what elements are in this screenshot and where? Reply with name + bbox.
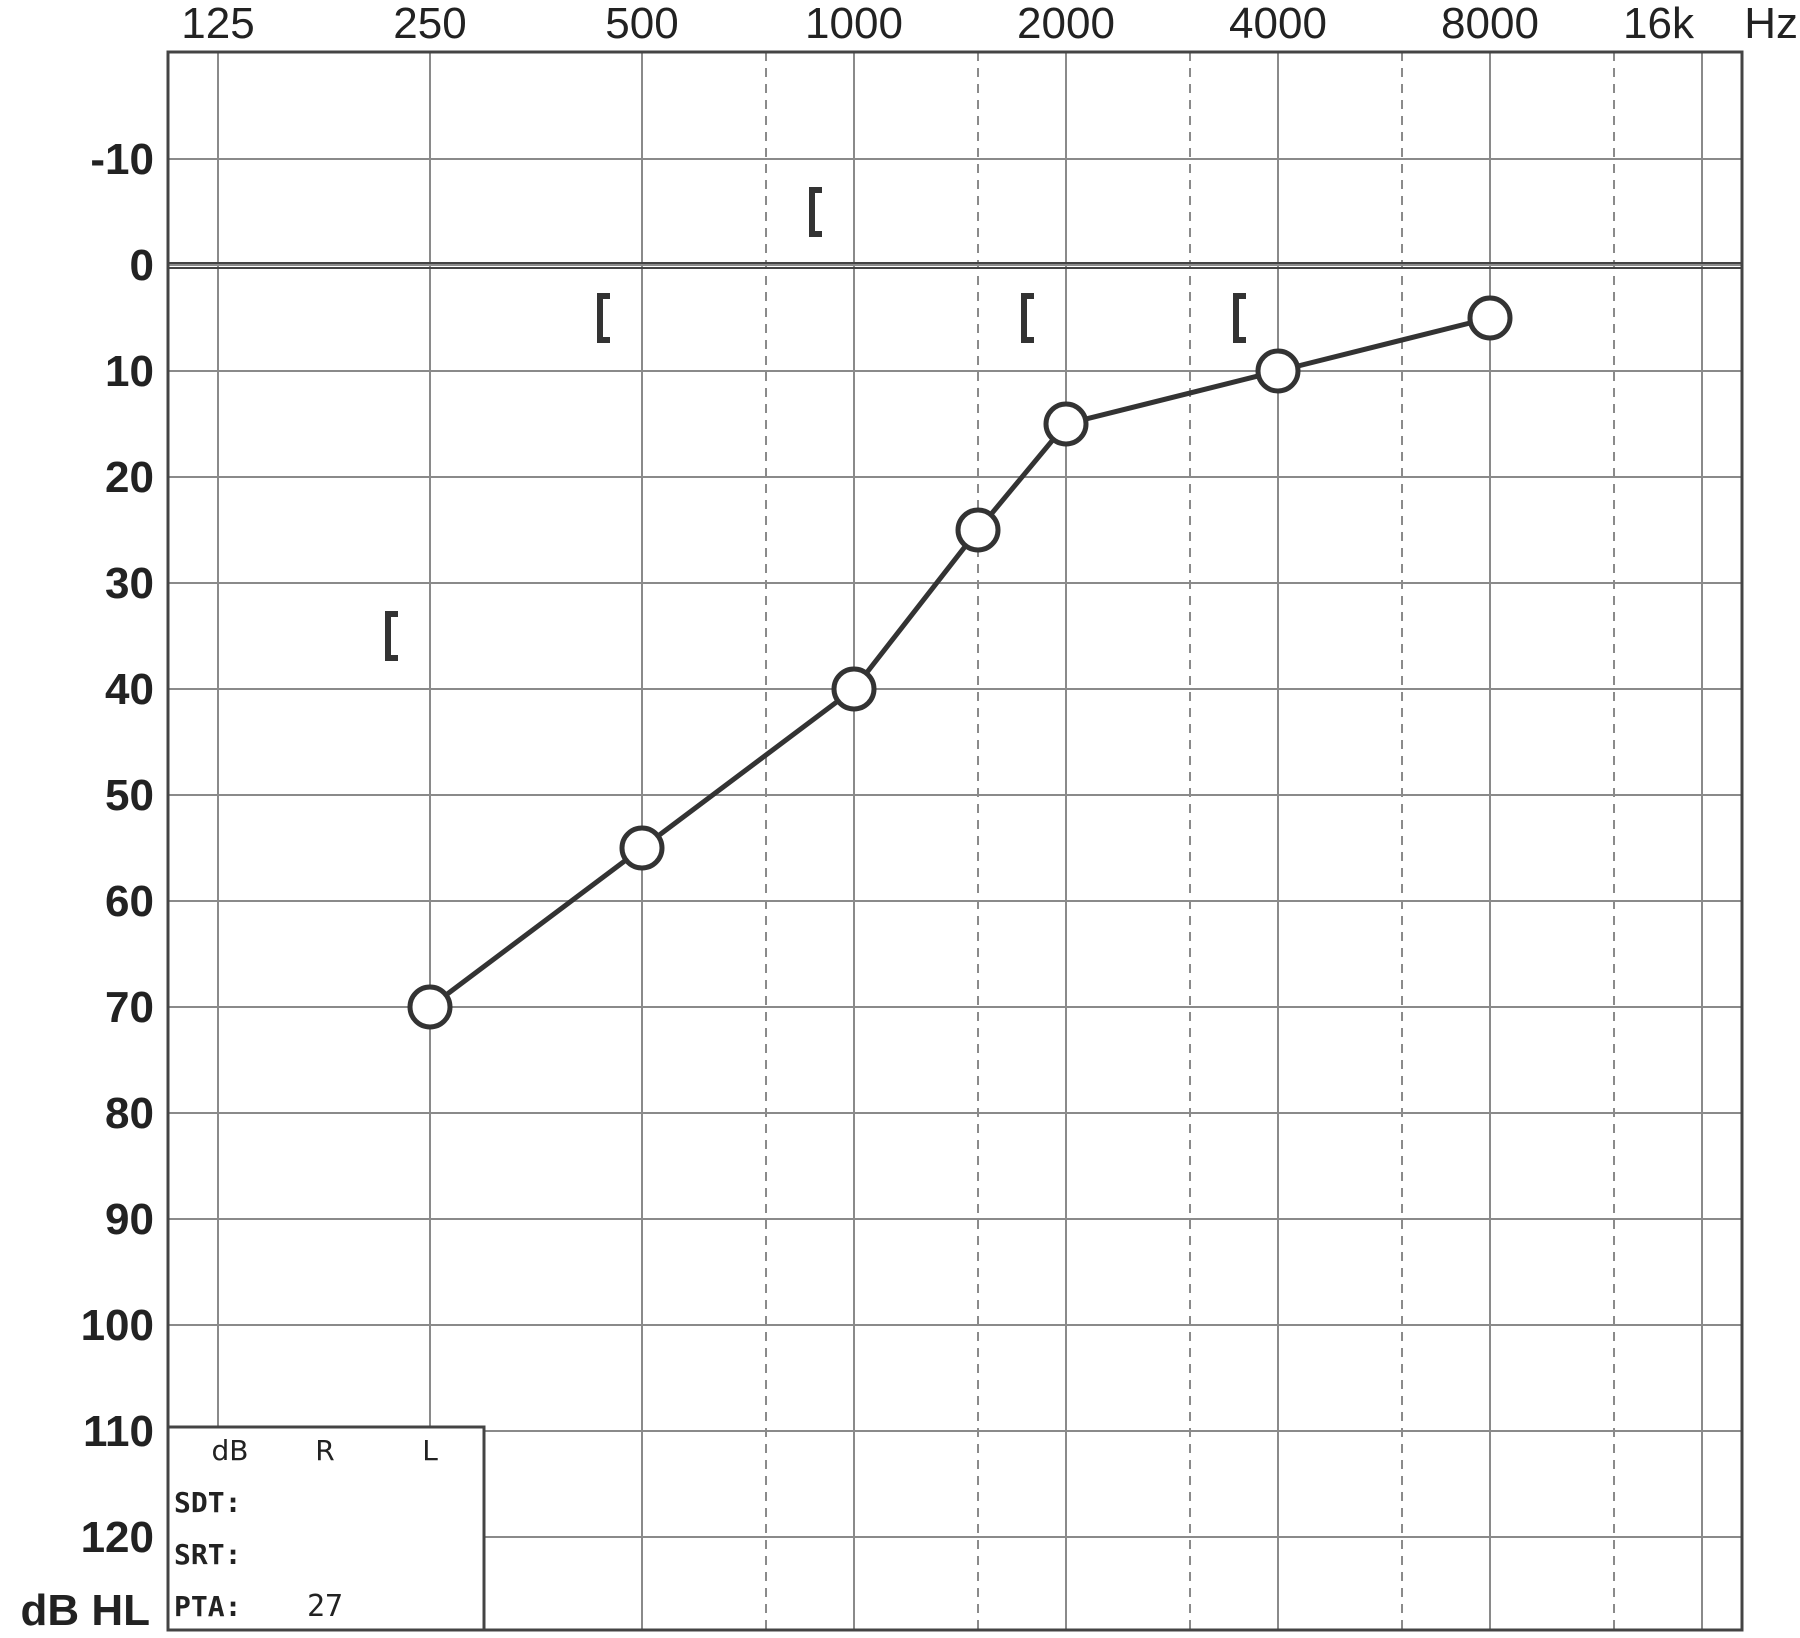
air-conduction-marker <box>1043 401 1089 447</box>
air-conduction-marker <box>955 507 1001 553</box>
speech-box-header: L <box>422 1434 438 1467</box>
y-tick-label: 70 <box>105 983 154 1032</box>
x-tick-label: 500 <box>605 0 678 48</box>
y-tick-label: 10 <box>105 347 154 396</box>
y-unit-label: dB HL <box>20 1586 150 1635</box>
y-tick-label: 30 <box>105 559 154 608</box>
bone-conduction-marker <box>597 293 610 343</box>
x-unit-label: Hz <box>1744 0 1798 48</box>
axes: 125 250 500 1000 2000 4000 8000 16k Hz -10 0 10 20 30… <box>20 0 1798 1635</box>
y-tick-label: 120 <box>81 1513 154 1562</box>
y-tick-label: 50 <box>105 771 154 820</box>
air-conduction-marker <box>1467 295 1513 341</box>
speech-box-row-label: SRT: <box>174 1538 241 1571</box>
y-tick-label: -10 <box>90 135 154 184</box>
y-tick-label: 0 <box>130 241 154 290</box>
y-tick-label: 20 <box>105 453 154 502</box>
y-tick-label: 80 <box>105 1089 154 1138</box>
speech-box-row-value: 27 <box>307 1589 343 1624</box>
x-tick-label: 125 <box>181 0 254 48</box>
air-conduction-marker <box>407 984 453 1030</box>
y-tick-label: 90 <box>105 1195 154 1244</box>
x-tick-label: 16k <box>1623 0 1695 48</box>
speech-box-row-label: SDT: <box>174 1486 241 1519</box>
x-tick-label: 250 <box>393 0 466 48</box>
speech-test-box: dB R L SDT: SRT: PTA: 27 <box>166 1425 486 1632</box>
bone-conduction-marker <box>1233 293 1246 343</box>
air-conduction-marker <box>1255 348 1301 394</box>
plot-frame <box>166 50 1744 1632</box>
bone-conduction-marker <box>385 611 398 661</box>
bone-conduction-marker <box>809 187 822 237</box>
x-tick-label: 1000 <box>805 0 903 48</box>
data-series <box>385 187 1513 1030</box>
x-tick-label: 8000 <box>1441 0 1539 48</box>
air-conduction-marker <box>619 825 665 871</box>
speech-box-row-label: PTA: <box>174 1590 241 1623</box>
y-tick-label: 100 <box>81 1301 154 1350</box>
speech-box-header: dB <box>212 1434 249 1467</box>
x-tick-label: 2000 <box>1017 0 1115 48</box>
y-tick-label: 40 <box>105 665 154 714</box>
speech-box-header: R <box>315 1434 334 1467</box>
x-tick-label: 4000 <box>1229 0 1327 48</box>
y-tick-label: 60 <box>105 877 154 926</box>
bone-conduction-marker <box>1021 293 1034 343</box>
y-tick-label: 110 <box>83 1407 154 1456</box>
grid <box>166 50 1744 1632</box>
plot-background <box>168 52 1742 1630</box>
air-conduction-marker <box>831 666 877 712</box>
speech-box-frame <box>166 1425 486 1632</box>
